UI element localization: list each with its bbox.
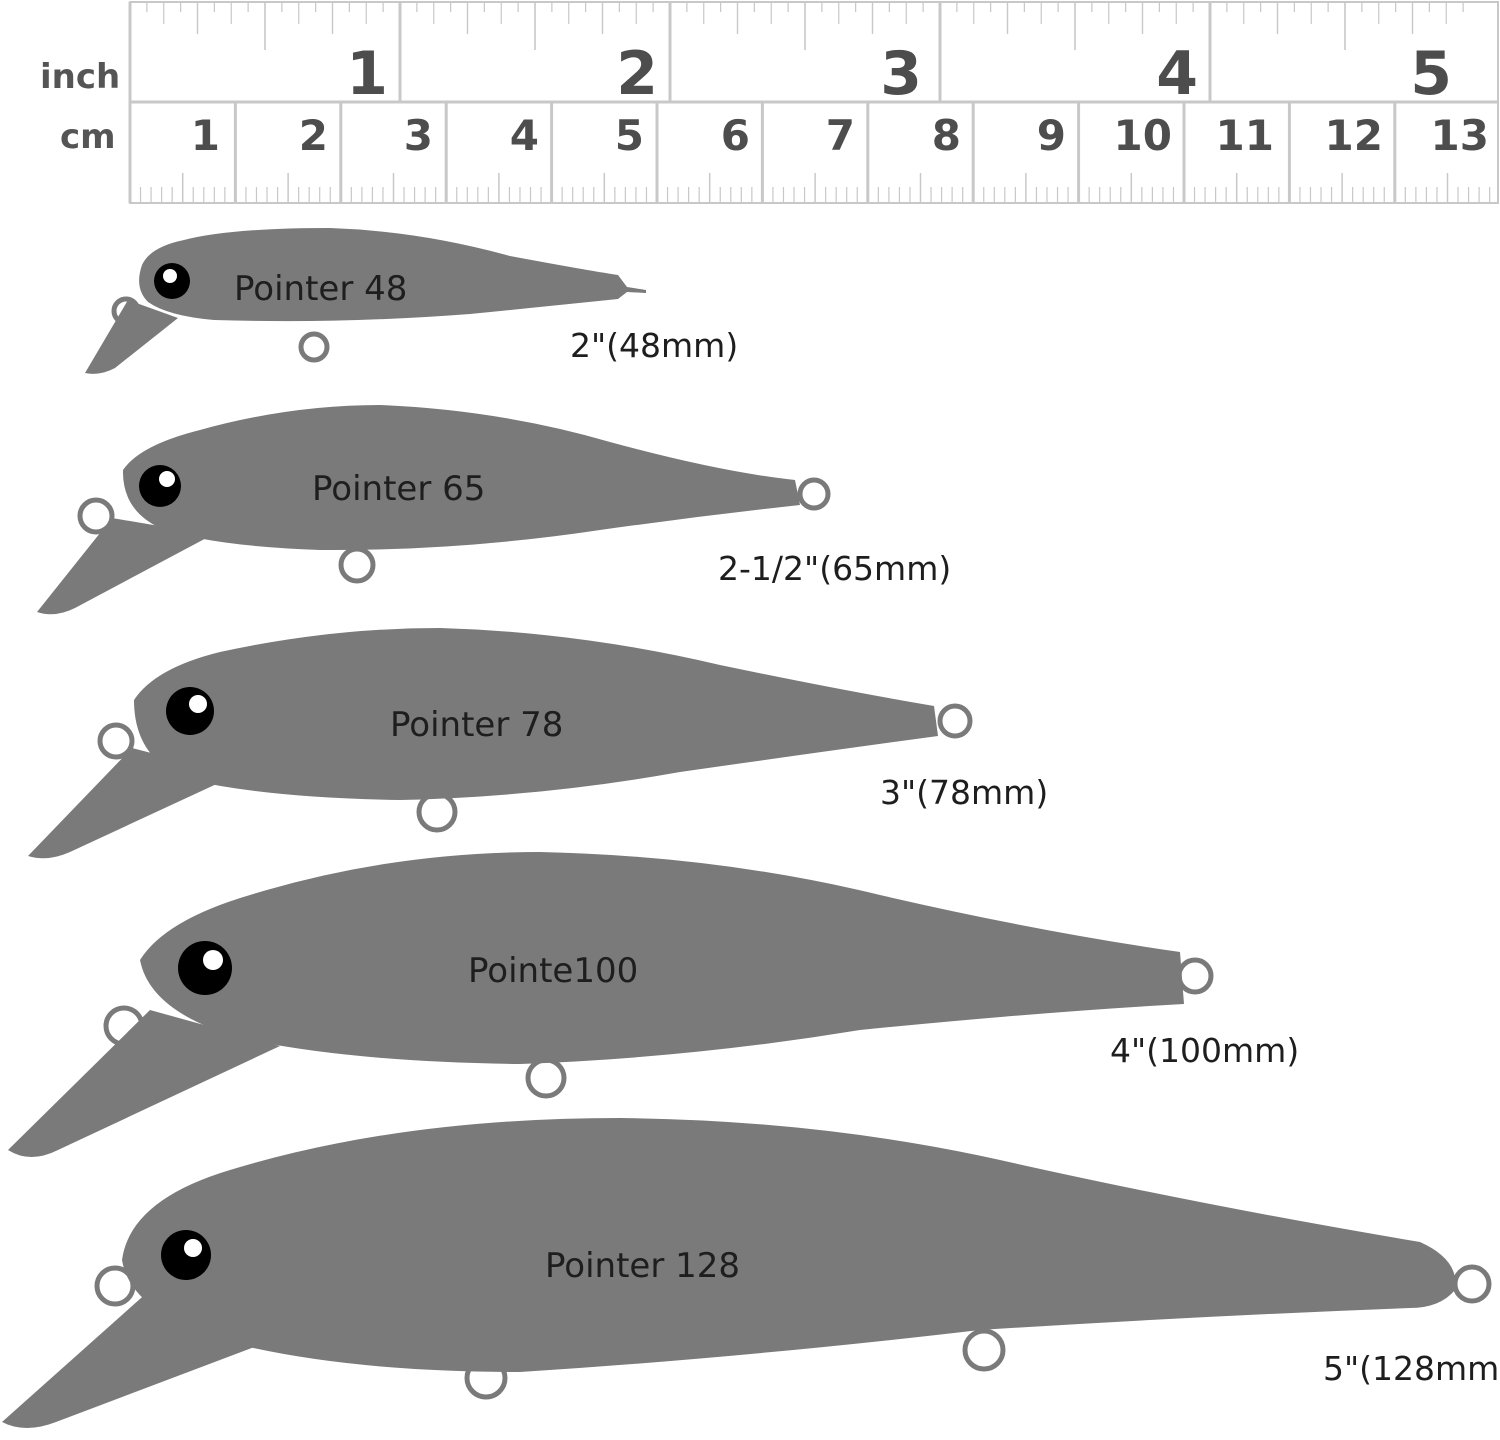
lures: Pointer 48 2"(48mm) Pointer 65 2-1/2"(65… (2, 228, 1500, 1428)
lure-belly-ring (416, 791, 458, 833)
lure-line-eye-ring (111, 296, 141, 326)
lure-line-eye-ring (103, 1005, 145, 1047)
lure-name: Pointer 128 (545, 1246, 740, 1286)
lure-belly-ring (298, 331, 330, 363)
lure-pointer-78: Pointer 78 3"(78mm) (28, 628, 1048, 859)
cm-number: 2 (299, 111, 328, 160)
lure-line-eye-ring (97, 722, 135, 760)
inch-number: 4 (1156, 39, 1198, 109)
inch-number: 2 (616, 39, 658, 109)
cm-number: 9 (1037, 111, 1066, 160)
lure-belly-ring (464, 1356, 508, 1400)
cm-number: 1 (191, 111, 220, 160)
lure-body (139, 228, 646, 322)
cm-number: 12 (1325, 111, 1383, 160)
inch-numbers: 1 2 3 4 5 (346, 39, 1452, 109)
lure-eye-highlight (203, 950, 223, 970)
cm-number: 8 (932, 111, 961, 160)
cm-numbers: 1 2 3 4 5 6 7 8 9 10 11 12 13 (191, 111, 1489, 160)
lure-body (134, 628, 938, 800)
cm-number: 10 (1114, 111, 1172, 160)
lure-tail-ring (1176, 957, 1214, 995)
lure-eye (139, 465, 181, 507)
lure-pointer-65: Pointer 65 2-1/2"(65mm) (37, 405, 951, 615)
lure-line-eye-ring (77, 497, 115, 535)
lure-lip (37, 518, 212, 615)
lure-body (122, 405, 800, 551)
lure-belly-ring (338, 546, 376, 584)
lure-name: Pointer 48 (234, 269, 407, 309)
lure-tail-ring (797, 477, 831, 511)
cm-unit-label: cm (60, 117, 116, 157)
lure-eye-highlight (159, 471, 175, 487)
lure-eye (161, 1230, 211, 1280)
lure-lip (8, 1010, 280, 1157)
ruler-ticks (128, 1, 1499, 204)
cm-number: 6 (721, 111, 750, 160)
lure-size-label: 3"(78mm) (880, 773, 1048, 812)
inch-number: 5 (1410, 39, 1452, 109)
lure-eye (178, 941, 232, 995)
lure-body (122, 1118, 1456, 1372)
lure-name: Pointer 65 (312, 469, 485, 509)
lure-eye-highlight (189, 695, 207, 713)
lure-tail-ring (1452, 1264, 1492, 1304)
lure-lip (85, 300, 178, 374)
ruler: inch cm 1 2 3 4 5 1 2 3 4 5 6 7 8 9 10 1… (40, 1, 1499, 204)
lure-belly-ring (525, 1057, 567, 1099)
lure-pointe100: Pointe100 4"(100mm) (8, 852, 1299, 1157)
cm-number: 3 (404, 111, 433, 160)
lure-body (140, 852, 1184, 1064)
lure-size-label: 5"(128mm) (1323, 1349, 1500, 1388)
inch-number: 3 (880, 39, 922, 109)
lure-name: Pointe100 (468, 951, 638, 991)
lure-size-label: 2-1/2"(65mm) (718, 549, 951, 588)
cm-number: 7 (826, 111, 855, 160)
lure-tail-ring (937, 703, 973, 739)
inch-unit-label: inch (40, 57, 120, 97)
lure-pointer-48: Pointer 48 2"(48mm) (85, 228, 738, 374)
cm-number: 13 (1431, 111, 1489, 160)
lure-eye (166, 687, 214, 735)
lure-eye-highlight (163, 269, 177, 283)
cm-number: 11 (1216, 111, 1274, 160)
lure-belly-ring (962, 1328, 1006, 1372)
lure-size-label: 4"(100mm) (1110, 1031, 1299, 1070)
inch-number: 1 (346, 39, 388, 109)
lure-size-label: 2"(48mm) (570, 326, 738, 365)
lure-eye-highlight (184, 1239, 202, 1257)
lure-name: Pointer 78 (390, 705, 563, 745)
cm-number: 5 (615, 111, 644, 160)
lure-pointer-128: Pointer 128 5"(128mm) (2, 1118, 1500, 1428)
cm-number: 4 (510, 111, 539, 160)
